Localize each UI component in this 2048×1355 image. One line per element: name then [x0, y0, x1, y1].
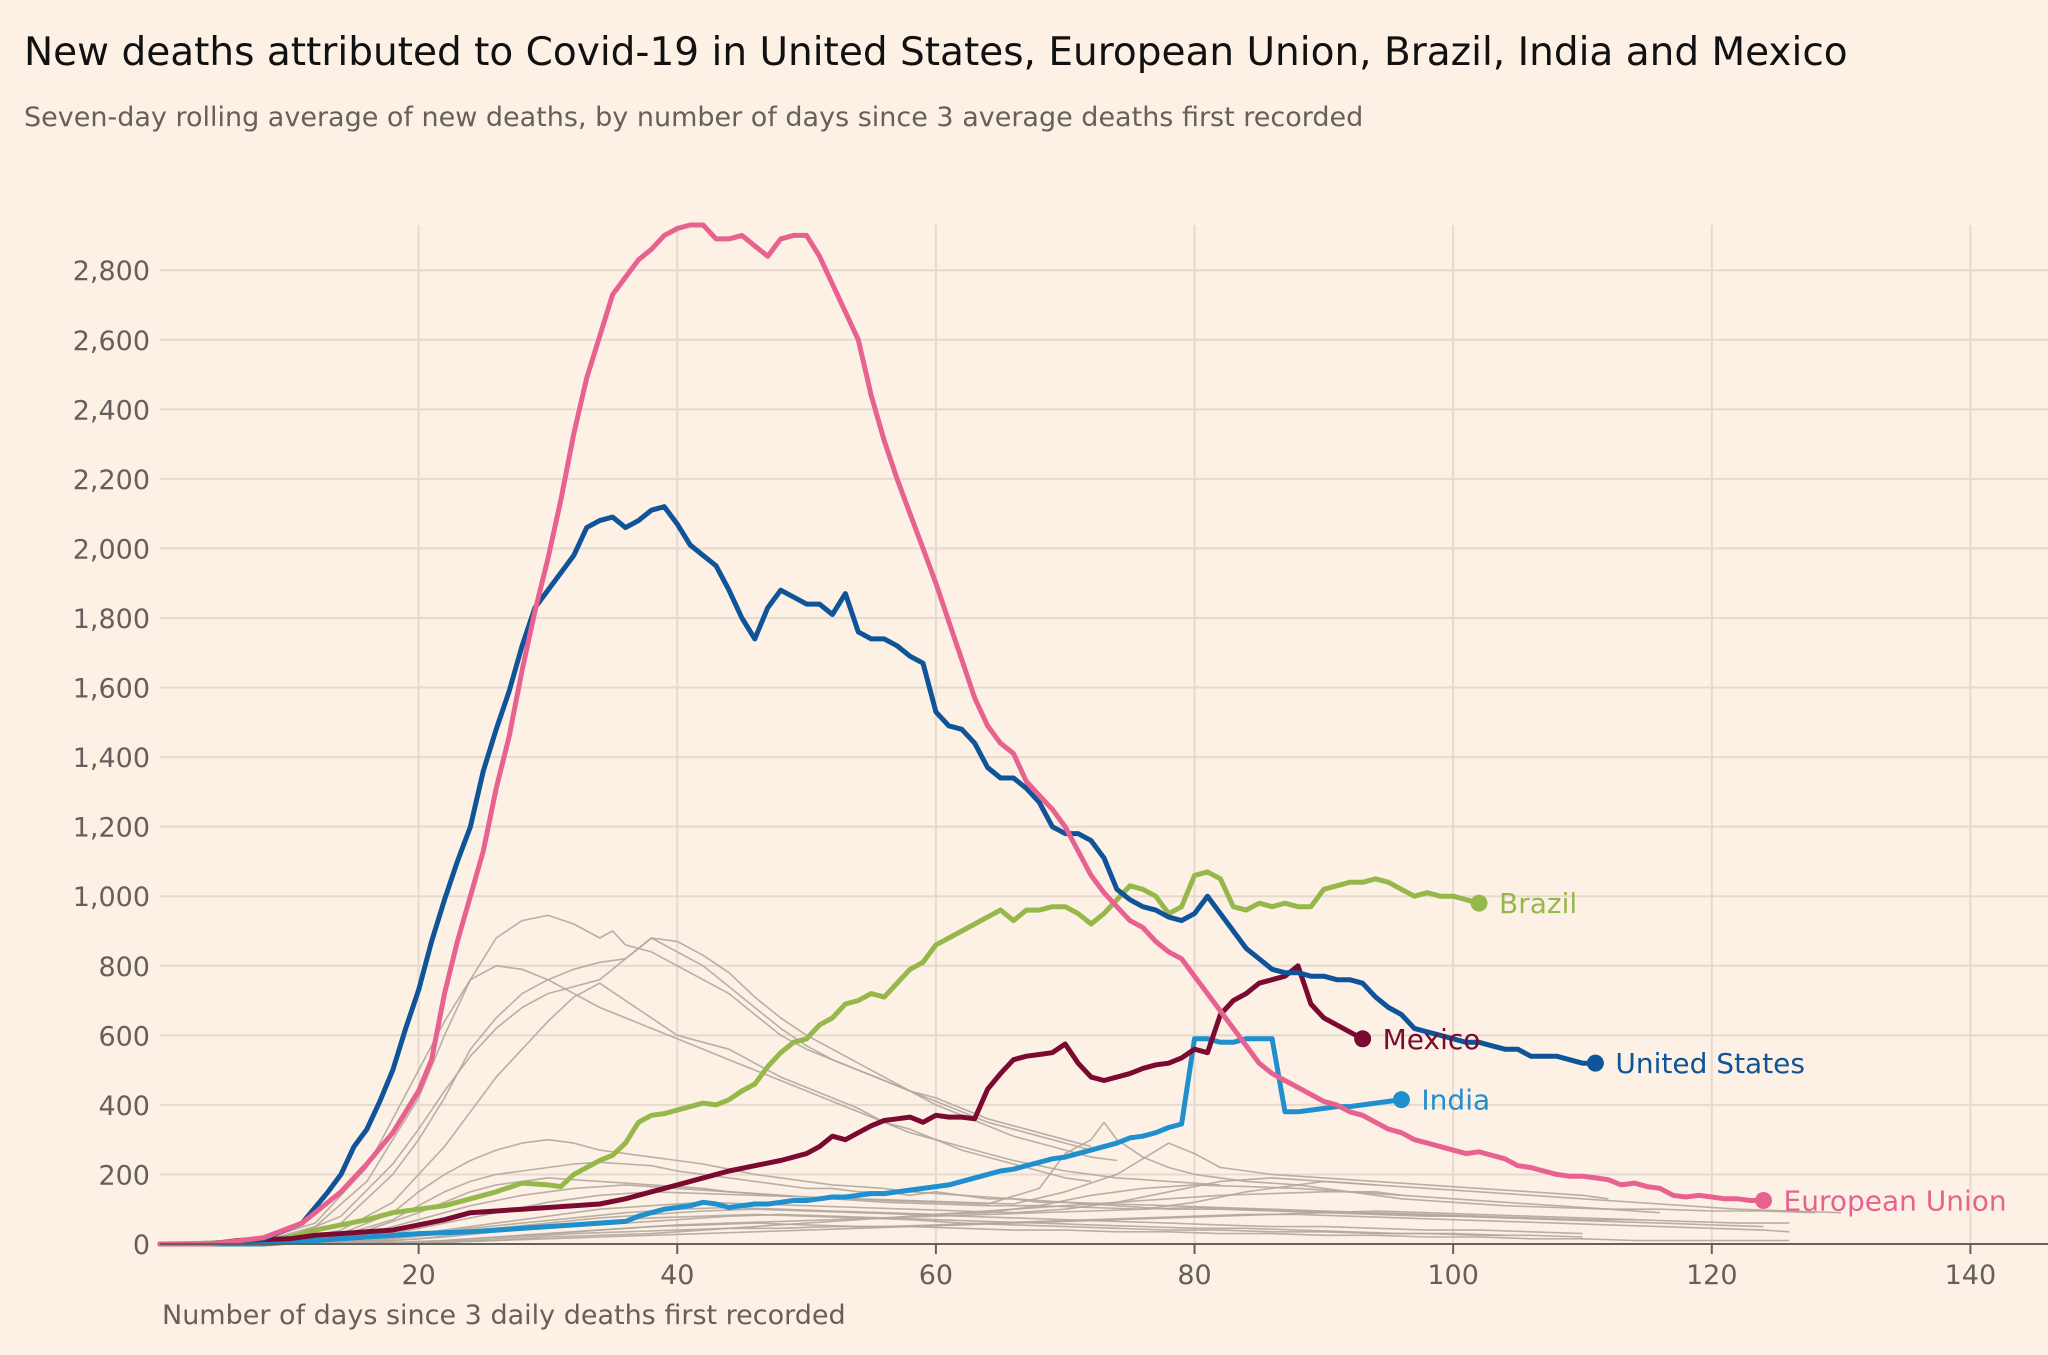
y-tick-label: 2,800: [73, 256, 150, 287]
y-tick-label: 0: [133, 1230, 150, 1261]
brazil-label: Brazil: [1499, 887, 1577, 920]
india-line: [157, 1036, 1404, 1247]
y-tick-label: 2,600: [73, 326, 150, 357]
highlighted-series-group: [157, 222, 1766, 1247]
x-tick-label: 40: [660, 1260, 694, 1291]
background-series-line: [159, 1210, 1635, 1245]
united-states-line: [157, 504, 1598, 1247]
background-series-line: [159, 937, 1118, 1245]
x-tick-label: 20: [401, 1260, 435, 1291]
european-union-end-marker: [1755, 1192, 1773, 1210]
background-series-group: [159, 914, 1842, 1245]
chart-subtitle: Seven-day rolling average of new deaths,…: [24, 102, 1364, 133]
axes: 0 200 400 600 800 1,000 1,200 1,400 1,600 1,800 2,…: [73, 256, 2048, 1291]
european-union-label: European Union: [1784, 1185, 2007, 1218]
series-labels: Brazil India Mexico United States European U…: [1354, 887, 2007, 1218]
y-tick-label: 2,200: [73, 465, 150, 496]
x-tick-label: 80: [1177, 1260, 1211, 1291]
x-tick-label: 140: [1945, 1260, 1997, 1291]
background-series-line: [159, 965, 1221, 1245]
y-tick-label: 600: [98, 1021, 150, 1052]
y-tick-label: 1,400: [73, 743, 150, 774]
y-tick-label: 800: [98, 952, 150, 983]
brazil-end-marker: [1470, 894, 1488, 912]
background-series-line: [159, 1206, 1764, 1245]
x-tick-label: 100: [1427, 1260, 1479, 1291]
mexico-end-marker: [1354, 1030, 1372, 1048]
united-states-label: United States: [1615, 1047, 1805, 1080]
y-tick-label: 1,600: [73, 674, 150, 705]
united-states-end-marker: [1586, 1054, 1604, 1072]
background-series-line: [159, 982, 1092, 1245]
background-series-line: [159, 1138, 1480, 1245]
european-union-line: [157, 222, 1766, 1247]
y-tick-label: 1,800: [73, 604, 150, 635]
background-series-line: [159, 914, 1092, 1245]
x-tick-label: 60: [919, 1260, 953, 1291]
y-tick-label: 400: [98, 1091, 150, 1122]
background-series-line: [159, 1177, 1842, 1245]
background-series-line: [159, 937, 1092, 1245]
india-label: India: [1421, 1084, 1490, 1117]
x-axis-label: Number of days since 3 daily deaths firs…: [162, 1300, 846, 1331]
chart-title: New deaths attributed to Covid-19 in Uni…: [24, 30, 1848, 75]
x-tick-label: 120: [1686, 1260, 1738, 1291]
y-tick-label: 1,200: [73, 813, 150, 844]
y-tick-label: 200: [98, 1160, 150, 1191]
background-series-line: [159, 1184, 1661, 1245]
grid: [160, 225, 2048, 1244]
y-tick-label: 2,000: [73, 534, 150, 565]
background-series-line: [159, 1121, 1816, 1245]
y-tick-label: 1,000: [73, 882, 150, 913]
background-series-line: [159, 1191, 1402, 1245]
brazil-line: [157, 869, 1482, 1247]
y-tick-label: 2,400: [73, 395, 150, 426]
india-end-marker: [1392, 1091, 1410, 1109]
mexico-label: Mexico: [1383, 1023, 1481, 1056]
background-series-line: [159, 1213, 1790, 1245]
